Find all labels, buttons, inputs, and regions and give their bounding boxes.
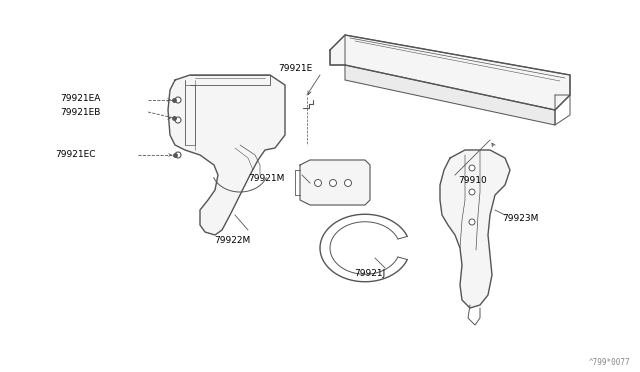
Circle shape [175,152,181,158]
Text: 79921J: 79921J [355,269,386,278]
Polygon shape [345,65,555,125]
Circle shape [175,97,181,103]
Circle shape [330,180,337,186]
Text: 79922M: 79922M [214,235,250,244]
Text: 79921M: 79921M [248,173,285,183]
Polygon shape [330,35,570,110]
Circle shape [469,219,475,225]
Polygon shape [168,75,285,235]
Circle shape [314,180,321,186]
Text: 79921EB: 79921EB [60,108,100,116]
Circle shape [175,117,181,123]
Text: 79923M: 79923M [502,214,538,222]
Text: 79910: 79910 [458,176,487,185]
Circle shape [344,180,351,186]
Text: 79921E: 79921E [278,64,312,73]
Polygon shape [300,160,370,205]
Polygon shape [440,150,510,308]
Circle shape [469,165,475,171]
Circle shape [469,189,475,195]
Text: ^799*0077: ^799*0077 [588,358,630,367]
Text: 79921EC: 79921EC [55,150,95,158]
Text: 79921EA: 79921EA [60,93,100,103]
